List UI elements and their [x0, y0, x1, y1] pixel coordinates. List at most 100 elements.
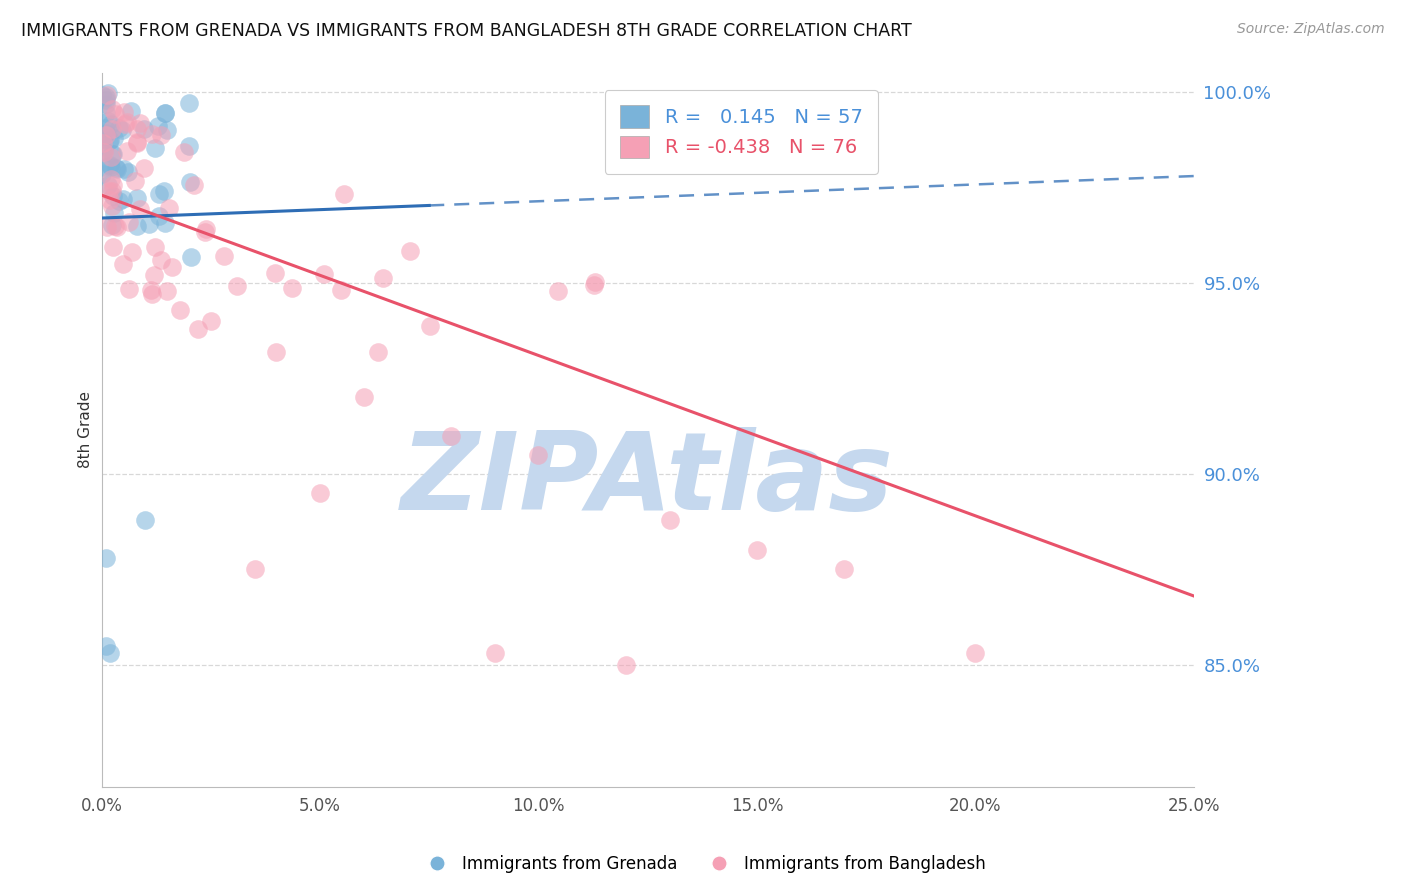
- Point: [419, 319, 441, 334]
- Point: [94, 90, 117, 104]
- Point: [141, 286, 163, 301]
- Point: [179, 95, 201, 110]
- Point: [484, 646, 506, 660]
- Point: [103, 189, 125, 203]
- Point: [96, 126, 118, 140]
- Point: [107, 121, 129, 136]
- Point: [96, 114, 118, 128]
- Point: [91, 88, 114, 103]
- Point: [832, 562, 855, 576]
- Point: [107, 161, 129, 176]
- Text: Source: ZipAtlas.com: Source: ZipAtlas.com: [1237, 22, 1385, 37]
- Point: [149, 128, 172, 143]
- Point: [160, 260, 183, 274]
- Point: [263, 266, 285, 280]
- Point: [146, 120, 169, 134]
- Point: [180, 250, 202, 264]
- Point: [309, 486, 332, 500]
- Point: [125, 135, 148, 149]
- Point: [149, 253, 172, 268]
- Point: [353, 391, 375, 405]
- Point: [104, 219, 127, 233]
- Point: [157, 202, 180, 216]
- Point: [94, 639, 117, 653]
- Point: [94, 550, 117, 565]
- Point: [103, 206, 125, 220]
- Legend: R =   0.145   N = 57, R = -0.438   N = 76: R = 0.145 N = 57, R = -0.438 N = 76: [605, 90, 879, 174]
- Point: [125, 136, 148, 150]
- Text: IMMIGRANTS FROM GRENADA VS IMMIGRANTS FROM BANGLADESH 8TH GRADE CORRELATION CHAR: IMMIGRANTS FROM GRENADA VS IMMIGRANTS FR…: [21, 22, 912, 40]
- Point: [314, 267, 336, 281]
- Point: [91, 132, 114, 146]
- Point: [94, 93, 117, 107]
- Point: [97, 178, 120, 192]
- Point: [614, 657, 637, 672]
- Point: [112, 105, 135, 120]
- Point: [103, 146, 125, 161]
- Point: [143, 141, 166, 155]
- Point: [582, 277, 605, 292]
- Point: [281, 281, 304, 295]
- Point: [104, 161, 127, 175]
- Point: [96, 219, 118, 234]
- Point: [93, 128, 115, 143]
- Point: [156, 284, 179, 298]
- Point: [371, 270, 394, 285]
- Point: [143, 240, 166, 254]
- Point: [965, 646, 987, 660]
- Point: [112, 192, 135, 206]
- Point: [104, 106, 127, 120]
- Point: [101, 240, 124, 254]
- Point: [547, 284, 569, 298]
- Point: [91, 167, 114, 181]
- Point: [115, 144, 138, 158]
- Point: [118, 282, 141, 296]
- Point: [117, 165, 139, 179]
- Point: [127, 122, 149, 136]
- Point: [93, 144, 115, 158]
- Point: [100, 160, 122, 174]
- Point: [125, 219, 148, 233]
- Point: [187, 322, 209, 336]
- Y-axis label: 8th Grade: 8th Grade: [79, 392, 93, 468]
- Point: [117, 115, 139, 129]
- Point: [101, 102, 124, 116]
- Point: [143, 268, 166, 283]
- Point: [177, 138, 200, 153]
- Point: [100, 172, 122, 186]
- Point: [194, 225, 217, 239]
- Point: [153, 106, 176, 120]
- Point: [173, 145, 195, 160]
- Point: [127, 191, 149, 205]
- Point: [101, 146, 124, 161]
- Point: [200, 314, 222, 328]
- Point: [97, 134, 120, 148]
- Point: [583, 275, 606, 289]
- Point: [194, 222, 217, 236]
- Point: [91, 136, 114, 150]
- Point: [440, 428, 463, 442]
- Point: [134, 161, 156, 176]
- Point: [367, 345, 389, 359]
- Text: ZIPAtlas: ZIPAtlas: [401, 427, 894, 533]
- Point: [114, 117, 136, 131]
- Point: [100, 184, 122, 198]
- Point: [745, 543, 768, 558]
- Point: [121, 245, 143, 260]
- Point: [243, 562, 266, 576]
- Legend: Immigrants from Grenada, Immigrants from Bangladesh: Immigrants from Grenada, Immigrants from…: [413, 848, 993, 880]
- Point: [129, 202, 152, 217]
- Point: [96, 88, 118, 103]
- Point: [103, 131, 125, 145]
- Point: [100, 117, 122, 131]
- Point: [93, 145, 115, 159]
- Point: [153, 216, 176, 230]
- Point: [108, 194, 131, 208]
- Point: [139, 283, 162, 297]
- Point: [98, 646, 121, 660]
- Point: [134, 513, 156, 527]
- Point: [153, 184, 176, 198]
- Point: [120, 104, 142, 119]
- Point: [111, 123, 134, 137]
- Point: [266, 344, 288, 359]
